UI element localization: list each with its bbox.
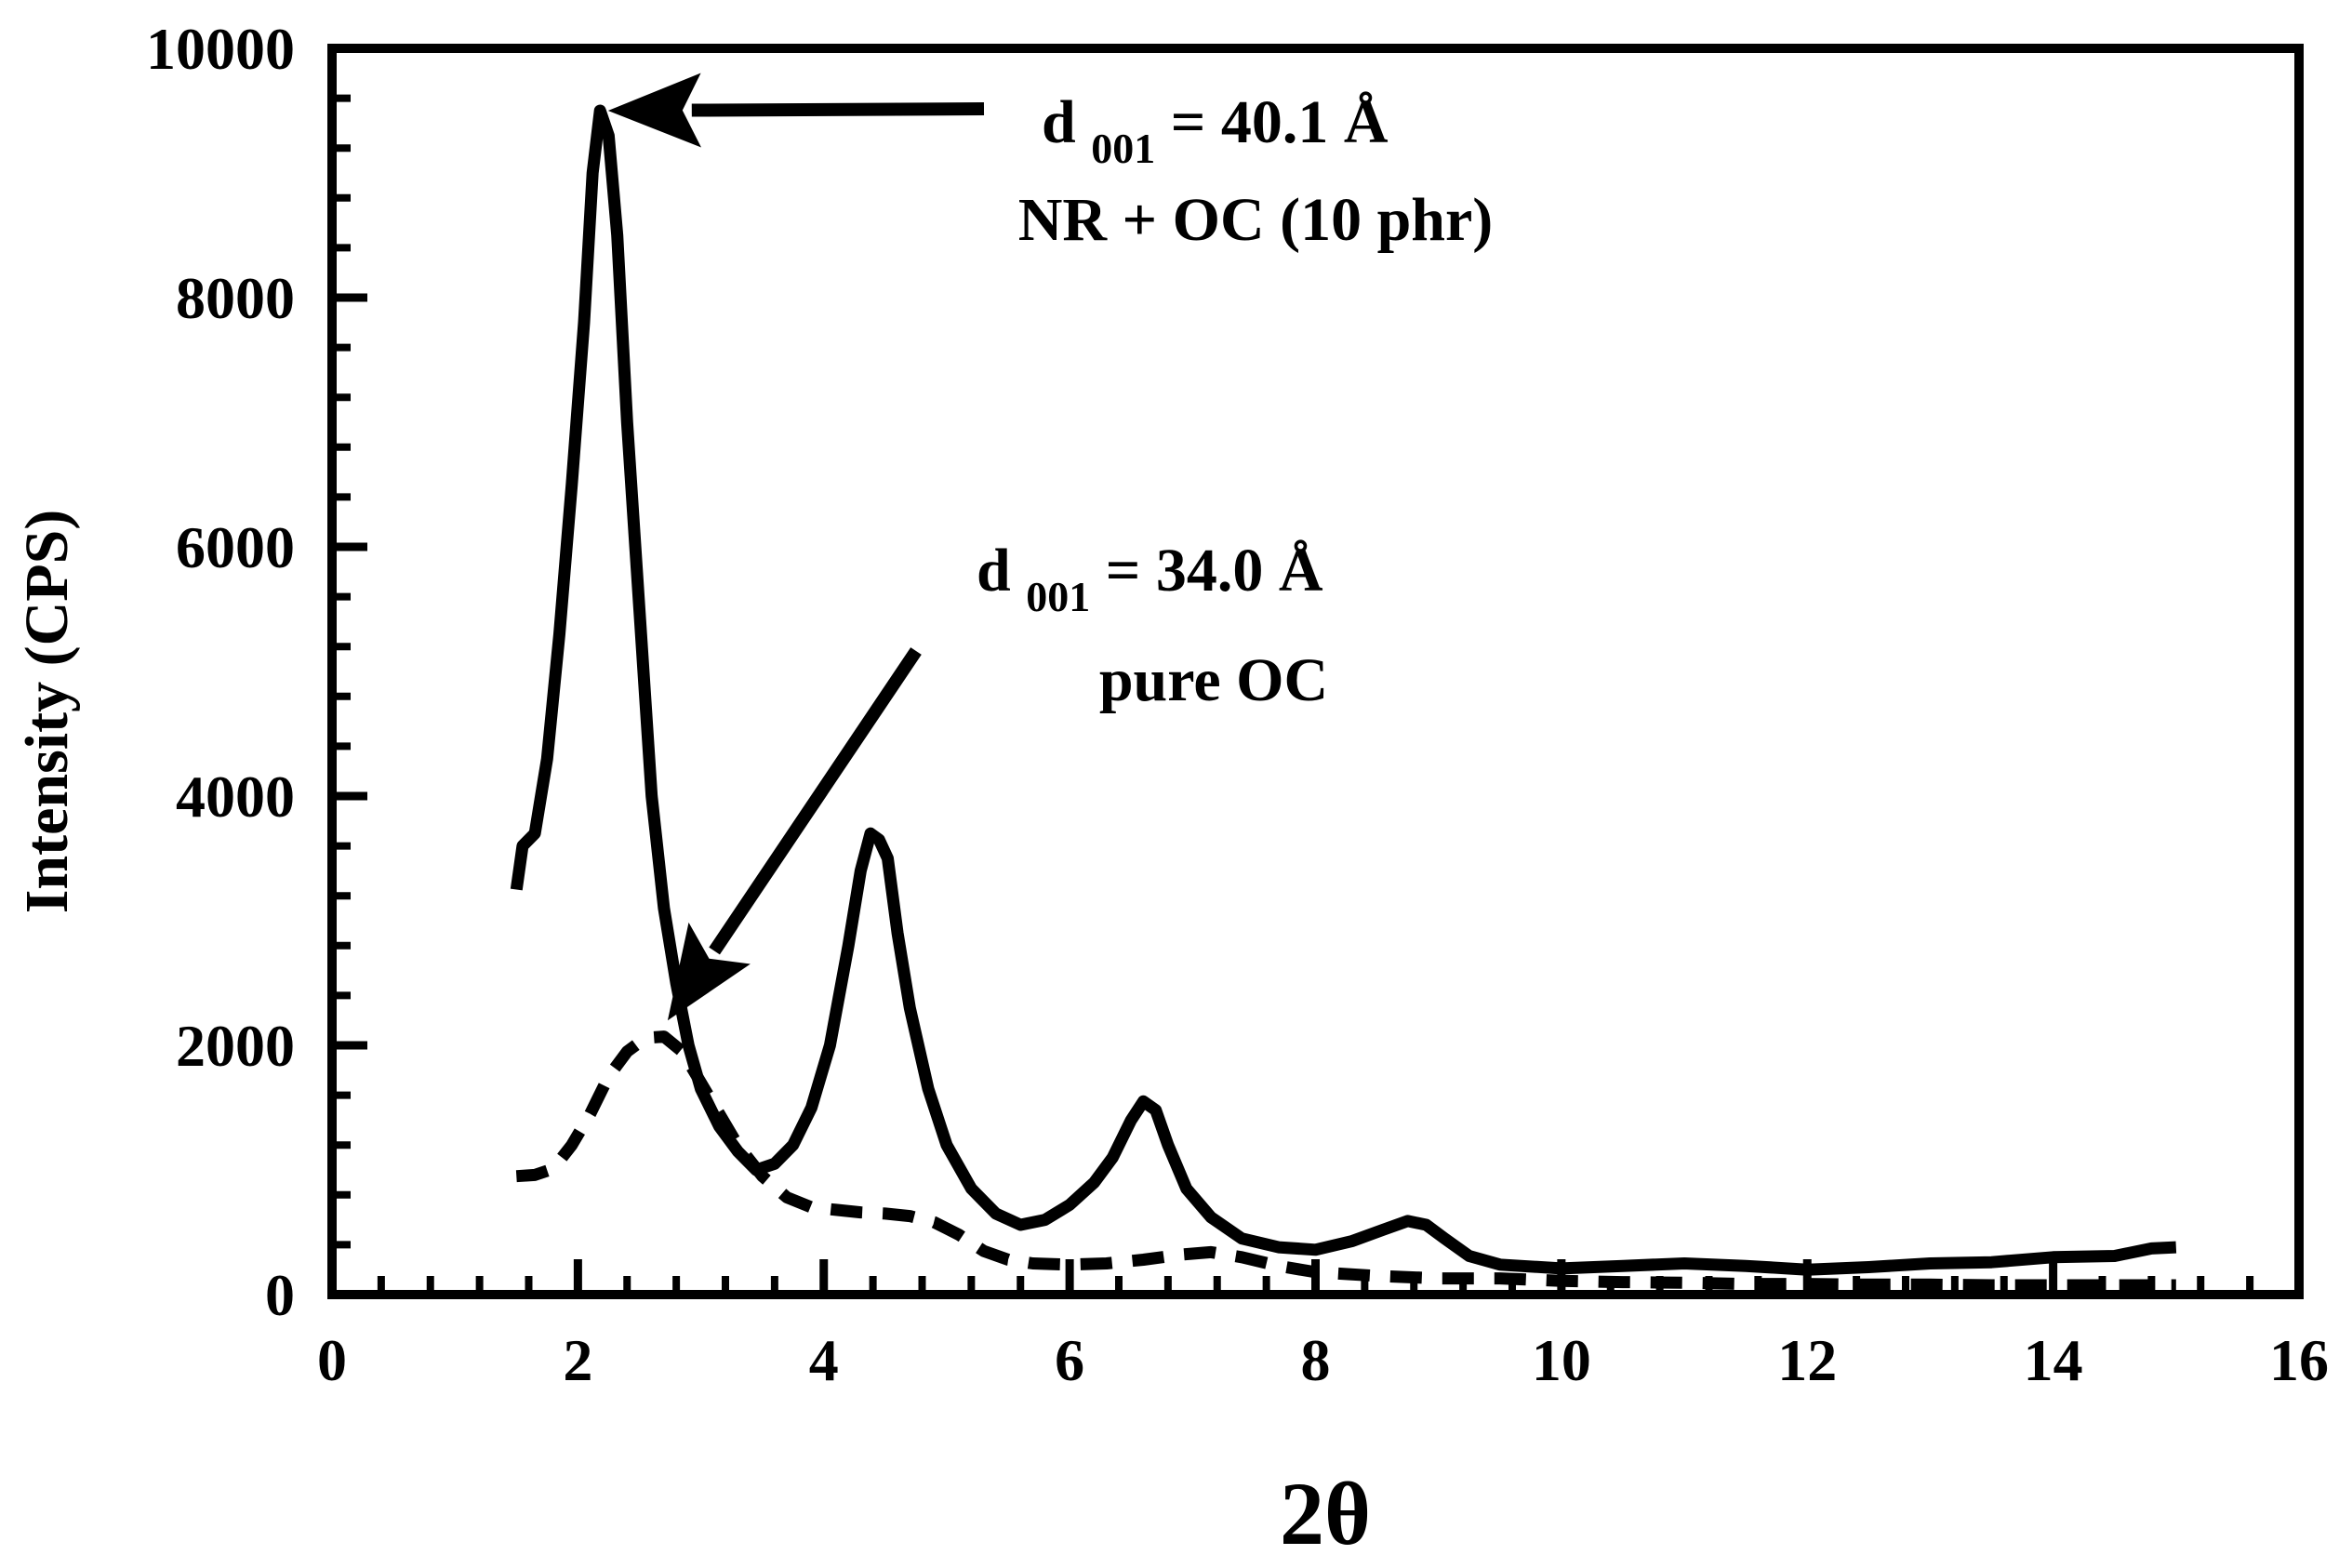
y-tick-label: 10000 <box>146 16 295 82</box>
annotation-nr-oc-d: d <box>1042 88 1076 156</box>
plot-layer <box>510 104 2177 1292</box>
annotation-pure-oc: d 001 = 34.0 Å pure OC <box>977 537 1328 714</box>
x-tick-label: 6 <box>1055 1327 1084 1393</box>
x-tick-label: 8 <box>1301 1327 1331 1393</box>
x-tick-label: 14 <box>2024 1327 2083 1393</box>
annotation-pure-oc-subscript: 001 <box>1026 573 1090 620</box>
series-nr-oc-line <box>510 104 2177 1276</box>
annotation-nr-oc-arrow-shaft <box>691 102 985 117</box>
annotation-nr-oc-subscript: 001 <box>1091 125 1155 172</box>
annotation-layer: d 001 = 40.1 Å NR + OC (10 phr) d 001 = … <box>607 73 1494 1021</box>
series-pure-oc-line <box>515 1030 2176 1292</box>
x-tick-label: 10 <box>1532 1327 1591 1393</box>
annotation-nr-oc-d-label: d 001 = 40.1 Å <box>1042 88 1389 177</box>
x-tick-label: 4 <box>809 1327 839 1393</box>
annotation-nr-oc-arrow <box>607 73 985 148</box>
annotation-pure-oc-arrow <box>667 647 922 1021</box>
annotation-pure-oc-d-label: d 001 = 34.0 Å <box>977 537 1323 625</box>
y-tick-label: 6000 <box>176 514 295 580</box>
y-tick-label: 2000 <box>176 1013 295 1079</box>
annotation-nr-oc-sample: NR + OC (10 phr) <box>1018 186 1494 254</box>
y-tick-label: 8000 <box>176 265 295 331</box>
annotation-nr-oc-arrow-head <box>607 73 701 148</box>
x-tick-label: 0 <box>317 1327 347 1393</box>
y-tick-label: 4000 <box>176 764 295 830</box>
x-tick-label: 16 <box>2269 1327 2329 1393</box>
annotation-pure-oc-arrow-head <box>667 922 751 1021</box>
annotation-pure-oc-arrow-shaft <box>709 647 922 955</box>
annotation-pure-oc-value: = 34.0 Å <box>1106 537 1323 605</box>
y-tick-label: 0 <box>265 1262 295 1328</box>
y-axis-title: Intensity (CPS) <box>13 510 81 914</box>
x-tick-label: 2 <box>563 1327 592 1393</box>
annotation-nr-oc: d 001 = 40.1 Å NR + OC (10 phr) <box>1018 88 1494 254</box>
annotation-pure-oc-d: d <box>977 537 1011 605</box>
x-axis-title: 2θ <box>1280 1464 1371 1563</box>
annotation-pure-oc-sample: pure OC <box>1099 646 1328 714</box>
annotation-nr-oc-value: = 40.1 Å <box>1171 88 1389 156</box>
x-tick-label: 12 <box>1777 1327 1837 1393</box>
axes-layer: 0 2000 4000 6000 8000 10000 0 2 4 6 8 10 12 14 16 <box>146 16 2329 1393</box>
